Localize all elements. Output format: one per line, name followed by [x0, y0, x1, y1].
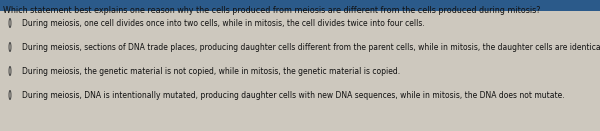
Text: During meiosis, DNA is intentionally mutated, producing daughter cells with new : During meiosis, DNA is intentionally mut…: [22, 91, 565, 100]
Text: Which statement best explains one reason why the cells produced from meiosis are: Which statement best explains one reason…: [3, 6, 541, 15]
Text: During meiosis, one cell divides once into two cells, while in mitosis, the cell: During meiosis, one cell divides once in…: [22, 18, 425, 28]
Text: During meiosis, the genetic material is not copied, while in mitosis, the geneti: During meiosis, the genetic material is …: [22, 67, 400, 75]
Bar: [0, 0, 600, 11]
Text: During meiosis, sections of DNA trade places, producing daughter cells different: During meiosis, sections of DNA trade pl…: [22, 42, 600, 51]
